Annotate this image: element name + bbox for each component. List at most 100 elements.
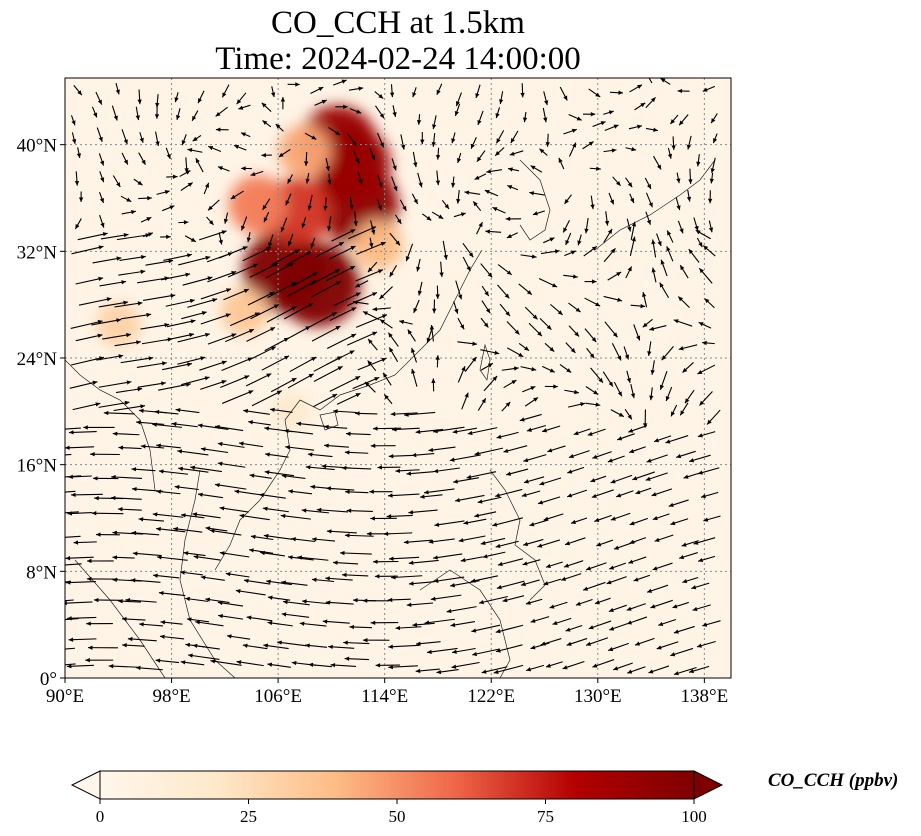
wind-arrow-head — [215, 127, 221, 132]
wind-arrow-head — [395, 625, 401, 631]
wind-arrow-head — [419, 494, 425, 499]
wind-arrow-head — [130, 578, 136, 583]
wind-arrow-head — [667, 153, 673, 159]
wind-arrow-head — [455, 497, 460, 503]
wind-arrow-head — [580, 402, 586, 407]
wind-arrow-head — [627, 266, 632, 272]
wind-arrow-head — [288, 489, 293, 494]
wind-arrow-head — [296, 421, 302, 426]
wind-arrow-head — [458, 294, 463, 300]
wind-arrow-head — [100, 222, 105, 228]
wind-arrow-head — [485, 229, 491, 234]
wind-arrow-head — [467, 430, 473, 436]
wind-arrow-head — [137, 387, 143, 392]
wind-arrow-head — [205, 526, 211, 531]
wind-arrow-head — [600, 121, 606, 126]
wind-arrow-head — [362, 637, 368, 643]
wind-arrow-head — [648, 669, 654, 674]
wind-arrow-head — [341, 79, 347, 84]
wind-arrow-head — [646, 183, 651, 189]
wind-arrow-head — [511, 380, 517, 385]
wind-arrow-head — [287, 555, 293, 560]
wind-arrow-head — [343, 640, 348, 645]
wind-arrow-head — [543, 516, 549, 521]
wind-arrow-head — [217, 441, 223, 447]
wind-arrow-shaft — [152, 513, 184, 518]
wind-arrow-head — [495, 648, 501, 653]
wind-arrow-head — [326, 529, 332, 534]
wind-arrow-head — [249, 473, 255, 478]
wind-arrow-head — [71, 492, 76, 498]
wind-arrow-head — [201, 311, 207, 316]
wind-arrow-head — [679, 120, 684, 126]
wind-arrow-head — [645, 476, 651, 481]
wind-arrow-head — [93, 597, 99, 603]
wind-arrow-head — [147, 232, 153, 237]
wind-arrow-head — [446, 608, 452, 614]
wind-arrow-head — [481, 669, 487, 674]
wind-arrow-head — [291, 660, 297, 666]
wind-arrow-head — [460, 557, 466, 563]
wind-arrow-head — [291, 282, 297, 287]
wind-arrow-head — [458, 538, 464, 543]
wind-arrow-head — [591, 337, 597, 343]
wind-arrow-head — [637, 124, 642, 129]
wind-arrow-head — [505, 311, 510, 317]
wind-arrow-head — [198, 98, 202, 104]
wind-arrow-head — [427, 649, 432, 655]
wind-arrow-shaft — [166, 319, 196, 328]
wind-arrow-head — [645, 70, 649, 75]
wind-arrow-head — [221, 360, 227, 365]
wind-arrow-head — [388, 453, 394, 459]
wind-arrow-head — [325, 166, 331, 171]
wind-arrow-head — [523, 479, 529, 484]
colorbar-tick-label: 75 — [537, 807, 554, 826]
wind-arrow-head — [627, 620, 632, 625]
wind-arrow-head — [341, 572, 347, 578]
lon-tick-label: 90°E — [46, 686, 84, 707]
wind-arrow-head — [694, 225, 699, 231]
wind-arrow-head — [310, 243, 315, 249]
wind-arrow-head — [192, 643, 198, 649]
wind-arrow-head — [307, 452, 313, 457]
wind-arrow-head — [451, 182, 456, 188]
wind-arrow-shaft — [110, 497, 142, 500]
wind-arrow-head — [116, 318, 122, 323]
wind-arrow-head — [566, 641, 572, 646]
wind-arrow-shaft — [66, 664, 94, 667]
wind-arrow-head — [327, 179, 332, 185]
wind-arrow-head — [158, 469, 164, 474]
wind-arrow-head — [277, 640, 282, 645]
wind-arrow-head — [567, 469, 573, 474]
wind-arrow-head — [305, 178, 310, 184]
map-frame — [64, 77, 732, 679]
wind-arrow-shaft — [289, 356, 317, 373]
wind-arrow-head — [291, 306, 297, 311]
wind-arrow-head — [370, 443, 376, 448]
wind-arrow-head — [100, 177, 105, 183]
wind-arrow-head — [304, 161, 309, 166]
wind-arrow-head — [665, 439, 671, 444]
wind-arrow-head — [699, 268, 704, 274]
wind-arrow-head — [546, 324, 552, 330]
wind-arrow-head — [356, 109, 362, 114]
wind-arrow-head — [98, 245, 104, 250]
wind-arrow-head — [673, 319, 679, 324]
wind-arrow-shaft — [329, 245, 356, 260]
wind-arrow-head — [208, 220, 214, 225]
wind-arrow-head — [411, 368, 416, 374]
wind-arrow-head — [379, 294, 385, 300]
wind-arrow-shaft — [313, 365, 343, 382]
wind-arrow-shaft — [187, 298, 218, 308]
wind-arrow-head — [575, 307, 581, 313]
wind-arrow-head — [378, 182, 383, 188]
wind-arrow-head — [46, 600, 51, 604]
wind-arrow-head — [543, 581, 549, 586]
wind-arrow-head — [666, 246, 671, 252]
wind-arrow-head — [350, 246, 356, 251]
wind-arrow-head — [576, 116, 582, 121]
wind-arrow-head — [532, 314, 538, 320]
wind-arrow-head — [531, 254, 537, 259]
wind-arrow-head — [341, 465, 347, 471]
wind-arrow-head — [586, 566, 592, 571]
